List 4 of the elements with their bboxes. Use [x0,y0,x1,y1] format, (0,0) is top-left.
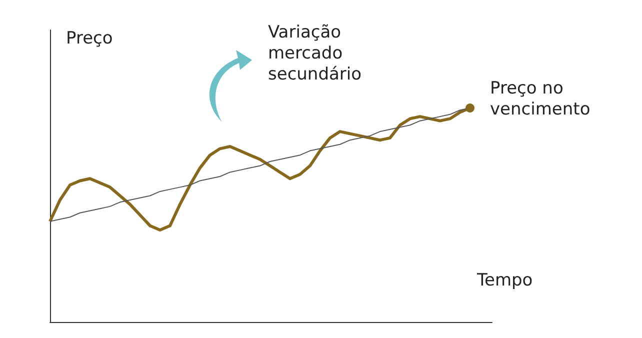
y-axis-title: Preço [66,28,113,48]
text: Preço no vencimento [490,78,590,120]
text: Variação mercado secundário [268,22,362,84]
x-axis-title: Tempo [476,270,533,290]
